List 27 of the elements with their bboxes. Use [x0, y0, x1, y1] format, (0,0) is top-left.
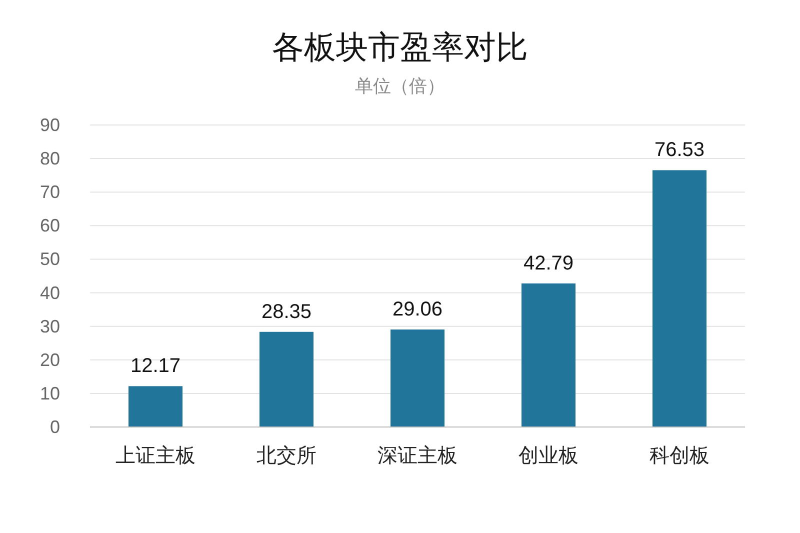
bar: [522, 283, 576, 427]
bar: [652, 170, 706, 427]
bar: [390, 329, 444, 427]
data-label: 12.17: [130, 355, 181, 378]
y-tick-label: 10: [40, 383, 60, 404]
y-tick-label: 30: [40, 316, 60, 336]
x-tick-label: 科创板: [650, 445, 710, 467]
y-tick-label: 40: [40, 282, 60, 303]
data-label: 28.35: [261, 300, 312, 323]
x-tick-label: 上证主板: [116, 444, 196, 467]
x-tick-label: 深证主板: [378, 444, 458, 467]
data-label: 29.06: [392, 298, 443, 320]
x-tick-label: 创业板: [518, 445, 578, 467]
x-tick-label: 北交所: [256, 445, 316, 467]
chart-title: 各板块市盈率对比: [272, 29, 528, 65]
y-tick-label: 80: [40, 148, 60, 169]
data-label: 42.79: [523, 252, 574, 274]
bar: [128, 386, 182, 427]
y-tick-label: 0: [50, 417, 60, 437]
bar: [260, 332, 314, 427]
y-tick-label: 60: [40, 216, 60, 236]
y-tick-label: 90: [40, 115, 60, 135]
y-tick-label: 70: [40, 182, 60, 202]
data-label: 76.53: [654, 139, 705, 162]
y-tick-label: 50: [40, 249, 60, 270]
chart-subtitle: 单位（倍）: [355, 76, 445, 96]
y-tick-label: 20: [40, 350, 60, 370]
